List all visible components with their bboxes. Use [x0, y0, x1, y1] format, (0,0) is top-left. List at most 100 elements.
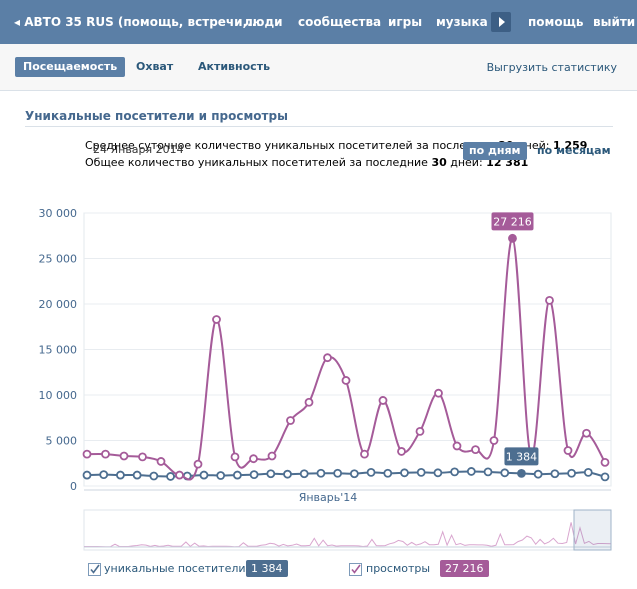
- chart-date-label: 24 Января 2014: [93, 143, 184, 156]
- nav-help[interactable]: помощь: [528, 15, 584, 29]
- visitors-point: [483, 467, 493, 477]
- checkmark-icon: [351, 564, 361, 574]
- visitors-legend-badge: 1 384: [246, 560, 288, 577]
- tab-reach[interactable]: Охват: [136, 60, 174, 73]
- views-point: [267, 451, 277, 461]
- by-days-button[interactable]: по дням: [463, 142, 527, 160]
- visitors-point: [82, 470, 92, 480]
- visitors-point: [116, 470, 125, 480]
- visitors-point: [99, 470, 109, 480]
- views-point: [360, 449, 369, 459]
- visitors-current-marker: [517, 469, 526, 478]
- visitors-point: [166, 472, 175, 481]
- nav-logout[interactable]: выйти: [593, 15, 636, 29]
- visitors-point: [583, 467, 593, 477]
- group-title: АВТО 35 RUS (помощь, встречи,...: [24, 15, 261, 29]
- visitors-point: [567, 468, 576, 478]
- visitors-point: [500, 468, 510, 478]
- visitors-point: [550, 469, 560, 479]
- section-title: Уникальные посетители и просмотры: [25, 109, 288, 123]
- views-point: [193, 459, 203, 469]
- y-tick-label: 15 000: [39, 344, 78, 357]
- visitors-point: [433, 468, 443, 478]
- views-point: [563, 446, 573, 455]
- visitors-point: [416, 467, 426, 477]
- visitors-point: [199, 470, 209, 480]
- export-stats-link[interactable]: Выгрузить статистику: [486, 61, 617, 74]
- views-point: [230, 452, 240, 462]
- visitors-point: [266, 469, 276, 479]
- views-point: [138, 452, 147, 462]
- y-tick-label: 30 000: [39, 207, 78, 220]
- nav-music[interactable]: музыка: [436, 15, 488, 29]
- nav-people[interactable]: люди: [244, 15, 283, 29]
- visitors-point: [450, 467, 460, 477]
- y-tick-label: 5 000: [46, 435, 78, 448]
- visitors-point: [533, 469, 543, 479]
- views-point: [323, 353, 332, 363]
- visitors-point: [132, 470, 142, 480]
- visitors-point: [400, 468, 409, 478]
- tab-activity[interactable]: Активность: [198, 60, 271, 73]
- views-point: [378, 396, 388, 405]
- views-point: [119, 451, 129, 461]
- visitors-point: [600, 472, 610, 482]
- views-point: [600, 457, 610, 467]
- views-point: [434, 388, 443, 398]
- y-tick-label: 0: [70, 480, 77, 493]
- views-point: [415, 426, 425, 436]
- views-point: [471, 445, 480, 455]
- visitors-point: [366, 467, 376, 477]
- views-point: [545, 295, 554, 305]
- views-point: [82, 449, 92, 459]
- views-point: [341, 376, 351, 385]
- visitors-point: [249, 470, 259, 480]
- checkmark-icon: [90, 564, 100, 574]
- views-point: [249, 454, 258, 464]
- views-point: [156, 457, 166, 466]
- views-point: [397, 447, 406, 456]
- visitors-current-label: 1 384: [506, 450, 538, 463]
- visitors-point: [283, 469, 292, 479]
- views-point: [452, 441, 462, 451]
- views-point: [286, 416, 295, 425]
- nav-communities[interactable]: сообщества: [298, 15, 382, 29]
- visitors-point: [333, 468, 343, 478]
- nav-more-arrow-icon[interactable]: [491, 12, 511, 32]
- views-point: [101, 449, 110, 459]
- y-tick-label: 20 000: [39, 298, 78, 311]
- views-point: [582, 428, 591, 438]
- views-legend-label[interactable]: просмотры: [366, 562, 431, 575]
- navigator-area: [83, 509, 612, 551]
- avg-visitors-stat: Среднее суточное количество уникальных п…: [85, 139, 588, 152]
- by-months-button[interactable]: по месяцам: [537, 144, 611, 157]
- visitors-point: [383, 468, 393, 478]
- views-legend-badge: 27 216: [440, 560, 489, 577]
- navigator-views-line: [84, 522, 612, 548]
- views-point: [304, 397, 314, 407]
- section-divider: [25, 126, 613, 127]
- visitors-point: [349, 469, 359, 479]
- visitors-legend-label[interactable]: уникальные посетители: [104, 562, 246, 575]
- back-to-group-link[interactable]: ◂ АВТО 35 RUS (помощь, встречи,...: [14, 15, 261, 29]
- navigator-selection-window: [573, 509, 612, 551]
- views-point: [212, 315, 221, 324]
- views-point: [489, 436, 499, 445]
- top-navigation: ◂ АВТО 35 RUS (помощь, встречи,... люди …: [0, 0, 637, 44]
- nav-games[interactable]: игры: [388, 15, 423, 29]
- visitors-point: [216, 471, 226, 480]
- visitors-point: [299, 469, 309, 479]
- visitors-point: [232, 470, 242, 480]
- views-peak-badge: [491, 212, 534, 231]
- visitors-point: [149, 471, 159, 481]
- visitors-current-badge: [504, 447, 539, 466]
- views-peak-label: 27 216: [493, 215, 532, 228]
- y-tick-label: 25 000: [39, 253, 78, 266]
- x-axis-label: Январь'14: [299, 491, 358, 504]
- views-peak-marker: [508, 234, 517, 243]
- visitors-checkbox[interactable]: [88, 563, 101, 576]
- views-checkbox[interactable]: [349, 563, 362, 576]
- tab-attendance[interactable]: Посещаемость: [15, 57, 126, 77]
- visitors-point: [466, 467, 476, 476]
